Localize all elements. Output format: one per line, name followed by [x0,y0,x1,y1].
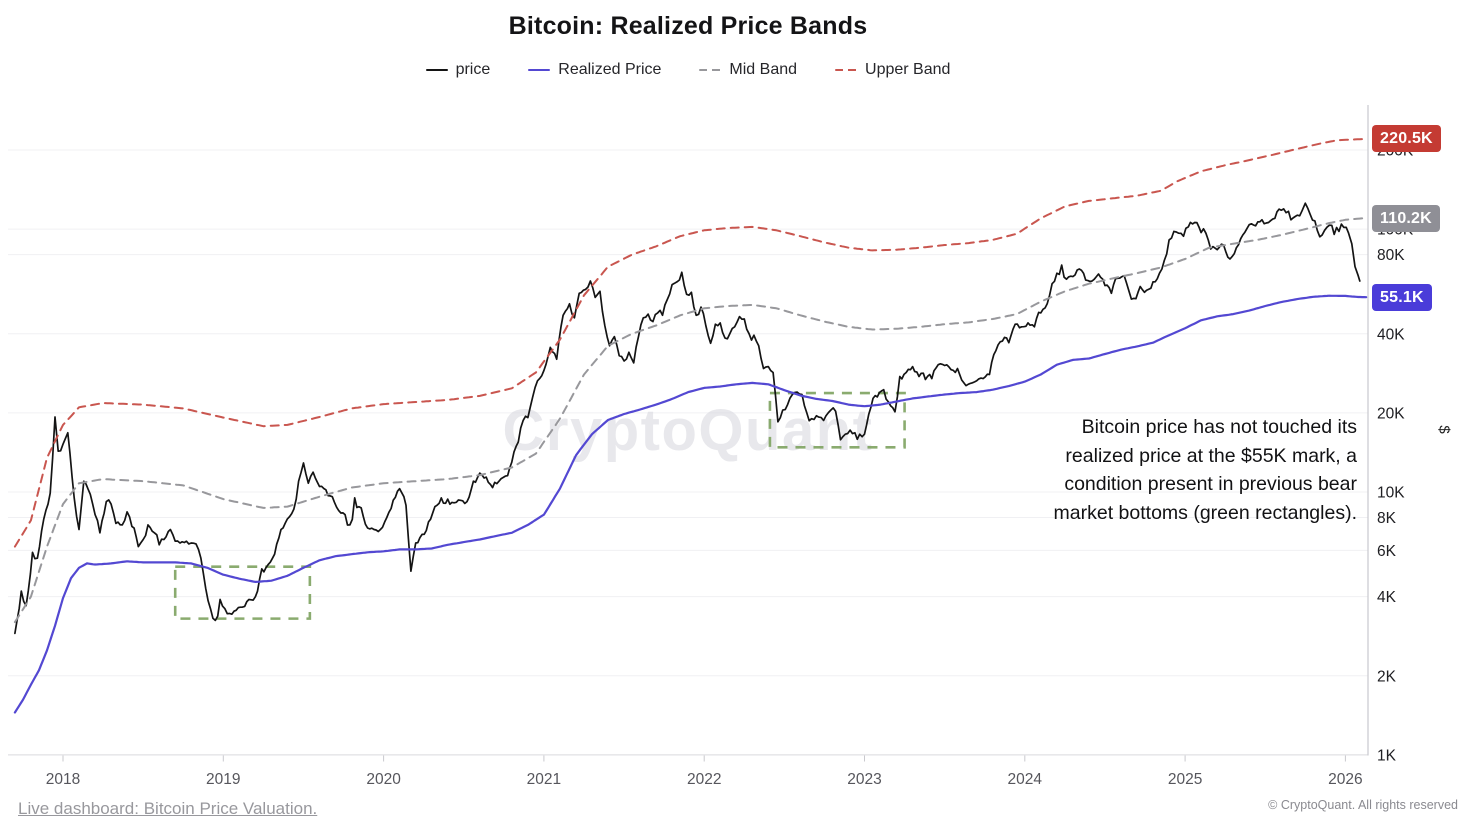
legend-swatch [699,68,722,72]
copyright-text: © CryptoQuant. All rights reserved [1268,798,1458,812]
y-tick-label: 4K [1377,589,1397,606]
y-tick-label: 1K [1377,747,1397,764]
legend-label: Realized Price [558,61,662,78]
y-tick-label: 20K [1377,405,1405,422]
legend-item-price: price [425,61,491,79]
bear-bottom-rectangle [173,565,312,620]
chart-legend: price Realized Price Mid Band Upper Band [0,61,1376,79]
legend-item-mid-band: Mid Band [699,61,797,79]
series-line-mid-band [13,217,1368,624]
live-dashboard-link[interactable]: Live dashboard: Bitcoin Price Valuation. [18,799,318,818]
x-tick-label: 2023 [847,771,881,788]
legend-label: Upper Band [865,61,951,78]
x-tick-label: 2019 [206,771,240,788]
watermark-text: CryptoQuant [503,398,874,463]
legend-swatch [425,68,448,72]
legend-label: price [455,61,491,78]
y-tick-label: 40K [1377,326,1405,343]
page-title: Bitcoin: Realized Price Bands [508,12,868,40]
price-badge-55.1k: 55.1K [1372,283,1432,311]
x-tick-label: 2021 [527,771,561,788]
legend-label: Mid Band [729,61,798,78]
y-tick-label: 8K [1377,510,1397,527]
x-tick-label: 2020 [366,771,401,788]
chart-annotation: Bitcoin price has not touched its realiz… [1053,416,1357,524]
legend-item-realized-price: Realized Price [528,61,661,79]
price-badge-220.5k: 220.5K [1372,125,1441,153]
y-tick-label: 10K [1377,485,1405,502]
x-tick-label: 2026 [1328,771,1362,788]
legend-item-upper-band: Upper Band [835,61,950,79]
series-line-realized-price [13,294,1368,714]
price-badge-110.2k: 110.2K [1372,204,1440,232]
x-tick-label: 2024 [1008,771,1043,788]
x-tick-label: 2025 [1168,771,1202,788]
y-tick-label: 6K [1377,543,1397,560]
y-tick-label: 2K [1377,668,1397,685]
x-tick-label: 2022 [687,771,721,788]
y-tick-label: 80K [1377,247,1405,264]
series-line-price [14,202,1361,635]
series-line-upper-band [13,137,1368,548]
y-axis-unit-label: $ [1435,425,1453,434]
legend-swatch [528,68,551,72]
x-tick-label: 2018 [46,771,80,788]
bear-bottom-rectangle [768,391,906,449]
legend-swatch [835,68,858,72]
